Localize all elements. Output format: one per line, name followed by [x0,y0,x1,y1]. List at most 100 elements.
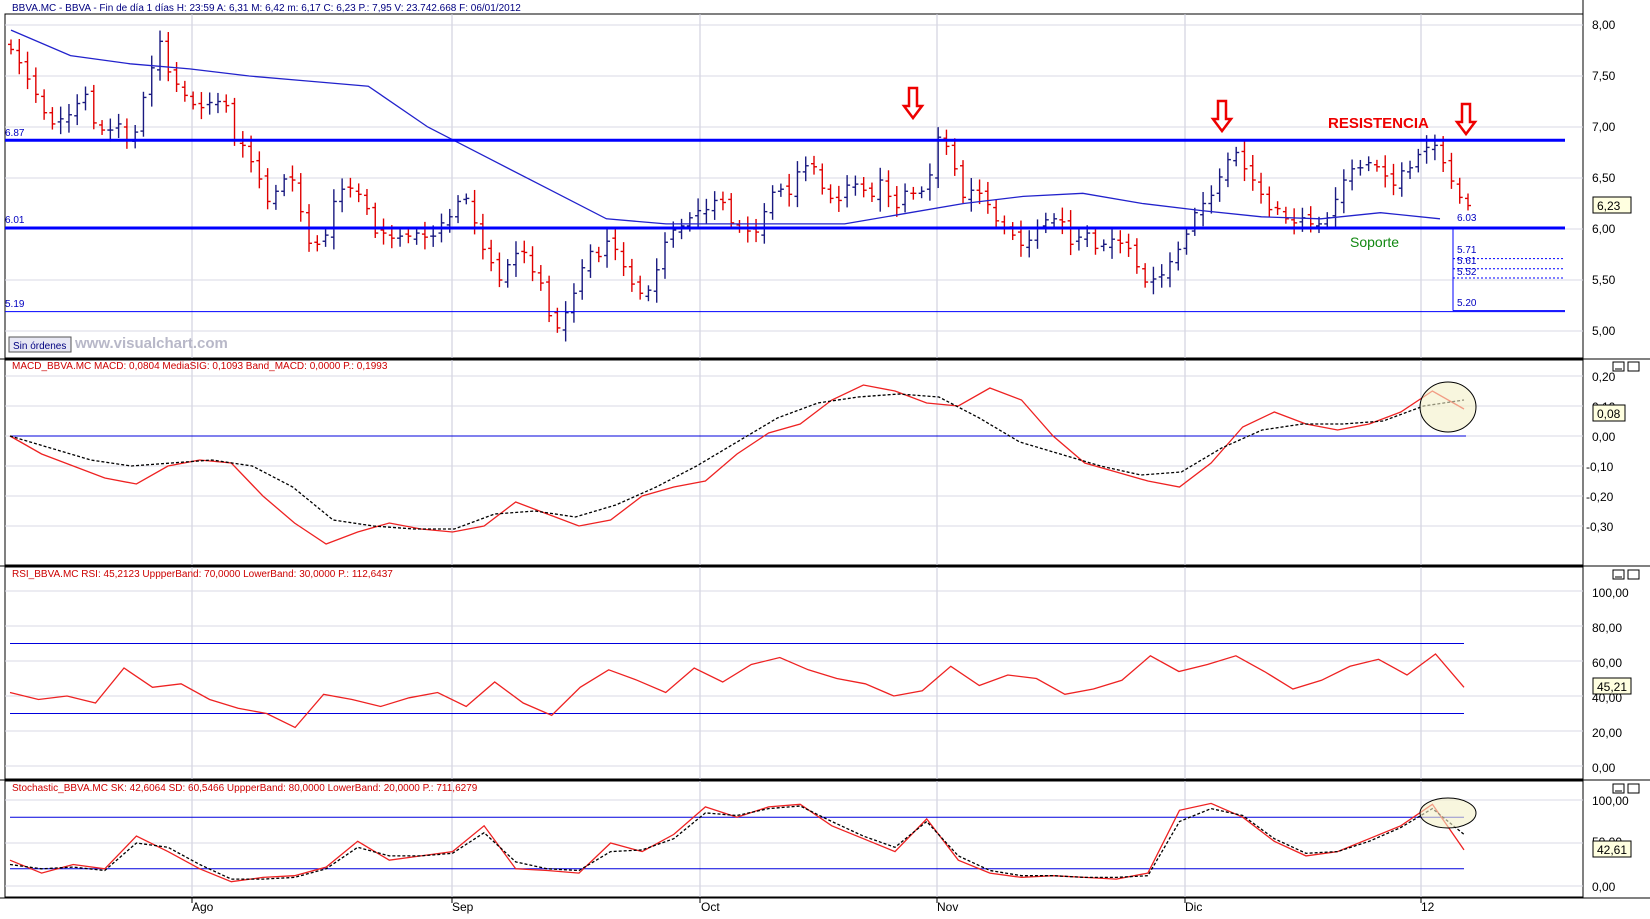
panel-frame [4,13,1584,359]
ohlc-bar [719,191,726,211]
ohlc-bar [637,275,644,300]
arrow-shape [1454,102,1478,137]
moving-average-line [10,29,1441,225]
ohlc-bar [852,175,859,196]
ohlc-bar [496,252,503,288]
level-label-support: 6.01 [5,215,25,226]
maximize-icon[interactable] [1627,783,1640,794]
ohlc-bar [546,275,553,323]
ohlc-bar [190,91,197,110]
ohlc-bar [587,244,594,278]
ohlc-bar [314,235,321,252]
ohlc-bar [1241,139,1248,182]
macd-last-value: 0,08 [1592,404,1626,422]
maximize-icon[interactable] [1627,569,1640,580]
ohlc-bar [951,138,958,176]
ohlc-bar [910,186,917,200]
ohlc-bar [198,92,205,120]
ohlc-bar [728,193,735,230]
ohlc-bar [868,182,875,202]
ohlc-bar [794,161,801,208]
ohlc-bar [32,67,39,103]
ohlc-bar [8,39,14,55]
ohlc-bar [214,92,221,114]
no-orders-button[interactable]: Sin órdenes [8,336,72,353]
ohlc-bar [330,189,337,250]
ohlc-bar [24,51,31,90]
ohlc-bar [860,177,867,198]
ohlc-bar [239,131,246,158]
ohlc-bar [272,184,279,210]
stoch-panel-controls[interactable] [1612,783,1640,794]
y-tick-label: -0,10 [1586,460,1614,474]
ohlc-bar [99,120,106,135]
ohlc-bar [695,198,702,228]
y-tick-label: 6,50 [1592,171,1616,185]
ohlc-bar [1291,208,1298,235]
ohlc-bar [1465,193,1471,211]
ohlc-bar [65,103,72,133]
down-arrow-icon [1210,99,1234,134]
ohlc-bar [1183,227,1190,255]
ohlc-bar [1125,233,1132,257]
watermark: www.visualchart.com [74,335,228,352]
rsi-last-value: 45,21 [1592,677,1632,695]
ohlc-bar [1349,159,1356,191]
macd-last-value-text: 0,08 [1597,407,1621,421]
ohlc-bar [74,94,81,126]
ohlc-bar [322,229,329,247]
minimize-icon[interactable] [1612,361,1625,372]
ohlc-bar [363,188,370,215]
maximize-icon[interactable] [1627,361,1640,372]
ohlc-bar [661,232,668,279]
macd-panel-controls[interactable] [1612,361,1640,372]
ohlc-bar [206,92,213,115]
ohlc-bar [355,183,362,203]
ohlc-bar [463,193,470,205]
fib-label-2: 5.61 [1457,256,1477,267]
minimize-icon[interactable] [1612,569,1625,580]
ohlc-bar [653,258,660,303]
ohlc-bar [256,151,263,189]
ohlc-bar [1166,252,1173,288]
ohlc-bar [984,181,991,214]
ohlc-bar [1067,210,1074,256]
x-tick-label: 12 [1421,900,1435,914]
x-tick-label: Nov [937,900,958,914]
no-orders-button-label: Sin órdenes [13,341,66,352]
ohlc-bar [82,86,89,111]
rsi-panel-controls[interactable] [1612,569,1640,580]
stoch-header: Stochastic_BBVA.MC SK: 42,6064 SD: 60,54… [12,783,478,794]
ohlc-bar [1100,239,1107,252]
ohlc-bar [16,38,23,75]
ohlc-bar [976,179,983,205]
ohlc-bar [570,283,577,323]
ohlc-bar [1158,264,1165,288]
ohlc-bar [1258,172,1265,204]
ohlc-bar [604,229,611,268]
ohlc-bar [1059,207,1066,235]
ohlc-bar [1109,227,1116,259]
ohlc-bar [968,178,975,212]
ohlc-bar [504,259,511,288]
ohlc-bar [835,185,842,212]
ohlc-bar [115,113,122,139]
ohlc-bar [902,183,909,213]
ohlc-bar [1365,156,1372,172]
support-label: Soporte [1350,234,1399,250]
price-y-axis: 8,00 7,50 7,00 6,50 6,00 5,50 5,00 [1592,18,1616,338]
stoch-sd-line [9,805,1465,880]
ohlc-bar [1448,152,1455,189]
ohlc-bar [993,199,1000,229]
ohlc-bar [57,106,64,135]
ohlc-bar [157,30,164,81]
minimize-icon[interactable] [1612,783,1625,794]
ohlc-bar [1092,226,1099,255]
ohlc-bar [1340,169,1347,214]
ohlc-bar [1407,160,1414,179]
overlay-layer [5,29,1565,883]
macd-header: MACD_BBVA.MC MACD: 0,0804 MediaSIG: 0,10… [12,361,388,372]
ohlc-bar [1224,152,1231,188]
